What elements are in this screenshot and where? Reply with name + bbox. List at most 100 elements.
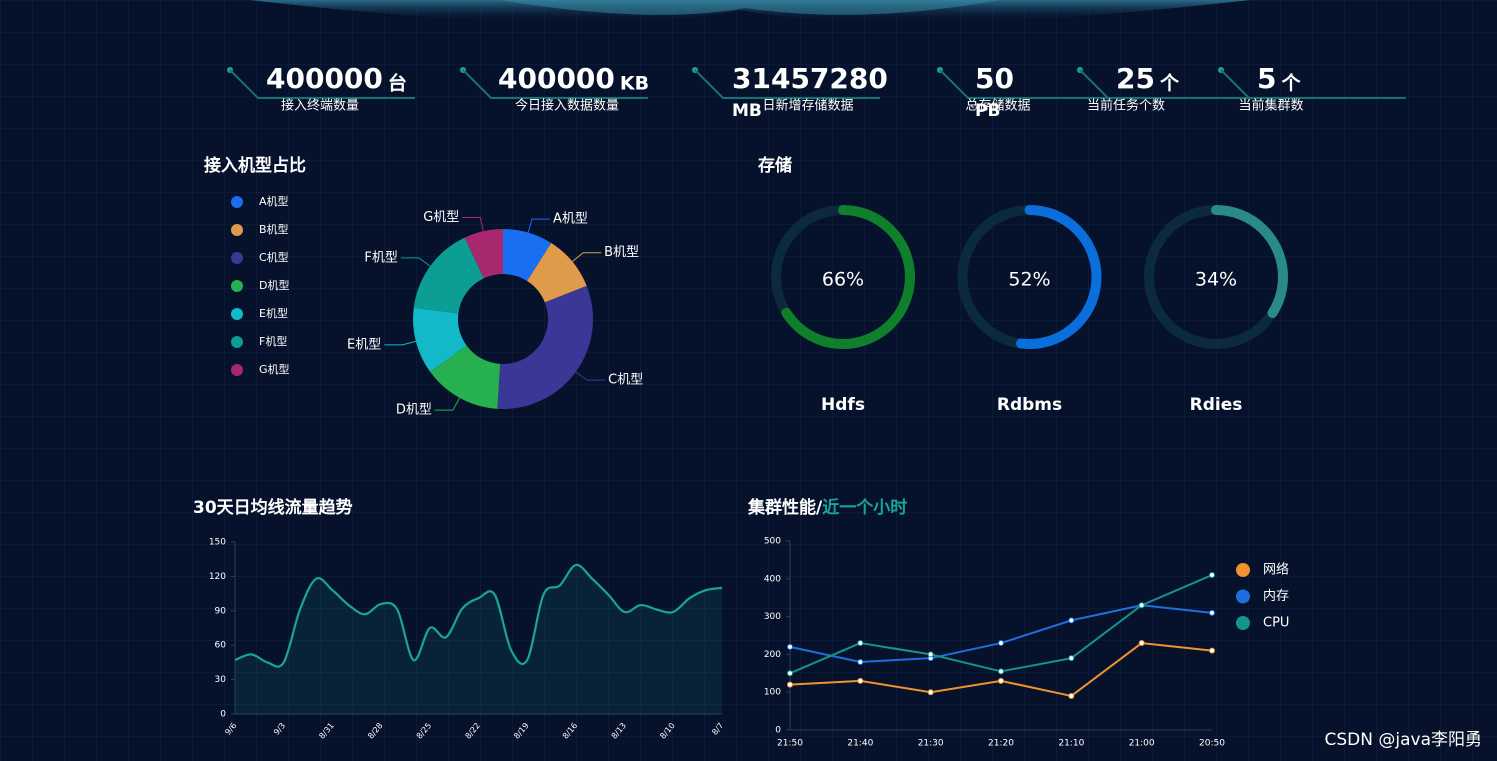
y-tick-label: 60 bbox=[215, 641, 227, 651]
title-sub: 近一个小时 bbox=[822, 497, 907, 518]
stat-value: 25 bbox=[1116, 62, 1155, 95]
line bbox=[234, 563, 723, 668]
stat-line bbox=[1220, 69, 1406, 99]
pie-slice bbox=[527, 243, 587, 303]
x-tick-label: 21:40 bbox=[847, 739, 873, 749]
legend-label: B机型 bbox=[259, 222, 289, 236]
gauge-arc bbox=[1144, 205, 1288, 349]
legend-marker bbox=[1236, 589, 1250, 604]
y-tick-label: 0 bbox=[775, 726, 781, 736]
slice-label: C机型 bbox=[608, 373, 643, 388]
legend-label: 网络 bbox=[1263, 562, 1289, 578]
point bbox=[1068, 692, 1075, 699]
point bbox=[857, 640, 864, 647]
point bbox=[927, 651, 934, 658]
point bbox=[857, 677, 864, 684]
point bbox=[1068, 655, 1075, 662]
gauge-value: 34% bbox=[1195, 269, 1237, 291]
y-tick-label: 200 bbox=[764, 650, 781, 660]
point bbox=[1209, 572, 1215, 579]
panel-title: 集群性能/近一个小时 bbox=[747, 497, 907, 518]
point bbox=[787, 670, 793, 677]
legend-marker bbox=[231, 224, 243, 236]
gauge-arc bbox=[957, 205, 1102, 349]
pie-slice bbox=[413, 237, 484, 314]
slice-label: E机型 bbox=[347, 337, 381, 352]
slice-label: G机型 bbox=[423, 210, 459, 225]
legend-label: 内存 bbox=[1263, 588, 1289, 604]
label-line bbox=[434, 397, 461, 411]
stat-line bbox=[462, 69, 648, 99]
gauge-value: 52% bbox=[1008, 269, 1050, 291]
legend-marker bbox=[231, 280, 243, 292]
legend-marker bbox=[231, 252, 243, 264]
legend-label: F机型 bbox=[259, 334, 287, 348]
point bbox=[857, 658, 864, 665]
legend-marker bbox=[231, 364, 243, 376]
legend-label: G机型 bbox=[259, 362, 290, 376]
stat-unit: 个 bbox=[1159, 73, 1180, 95]
x-tick-label: 21:00 bbox=[1129, 739, 1155, 749]
stat-value: 400000 bbox=[266, 62, 383, 95]
panel-title: 30天日均线流量趋势 bbox=[193, 497, 353, 518]
stat-label: 当前集群数 bbox=[1238, 98, 1303, 114]
point bbox=[1209, 647, 1215, 654]
y-tick-label: 300 bbox=[764, 612, 781, 622]
stat-label: 当前任务个数 bbox=[1087, 98, 1165, 114]
slice-label: B机型 bbox=[604, 245, 639, 260]
x-tick-label: 21:50 bbox=[777, 739, 803, 749]
point bbox=[1209, 609, 1215, 616]
stat-label: 接入终端数量 bbox=[281, 98, 359, 114]
label-line bbox=[572, 252, 602, 263]
legend-marker bbox=[231, 196, 243, 208]
pie-slice bbox=[503, 229, 552, 282]
y-tick-label: 150 bbox=[209, 538, 226, 548]
label-line bbox=[527, 218, 551, 233]
stat-unit: MB bbox=[732, 101, 762, 121]
point bbox=[998, 668, 1004, 675]
y-tick-label: 90 bbox=[215, 606, 227, 616]
point bbox=[787, 681, 793, 688]
y-tick-label: 30 bbox=[215, 675, 227, 685]
legend-marker bbox=[1236, 563, 1250, 577]
legend-label: A机型 bbox=[259, 194, 289, 208]
point bbox=[998, 677, 1004, 684]
legend-label: C机型 bbox=[259, 250, 289, 264]
point bbox=[1068, 617, 1075, 624]
stat-unit: KB bbox=[620, 73, 649, 95]
top-decoration bbox=[500, 0, 1000, 15]
stat-value: 50 bbox=[975, 62, 1014, 95]
y-tick-label: 100 bbox=[764, 688, 781, 698]
panel-title: 存储 bbox=[758, 155, 792, 176]
legend-marker bbox=[1236, 616, 1250, 630]
legend-label: CPU bbox=[1263, 616, 1289, 631]
point bbox=[927, 689, 934, 696]
stat-line bbox=[1079, 69, 1265, 99]
watermark: CSDN @java李阳勇 bbox=[1325, 730, 1483, 750]
slice-label: F机型 bbox=[364, 250, 397, 265]
gauge-name: Rdbms bbox=[997, 395, 1062, 415]
point bbox=[787, 643, 793, 650]
y-tick-label: 120 bbox=[209, 572, 226, 582]
y-tick-label: 400 bbox=[764, 574, 781, 584]
label-line bbox=[462, 217, 484, 232]
label-line bbox=[384, 340, 416, 346]
legend-marker bbox=[231, 336, 243, 348]
legend-label: E机型 bbox=[259, 306, 288, 320]
stat-value: 5 bbox=[1257, 62, 1276, 95]
pie-slice bbox=[430, 345, 501, 409]
stat-unit: 台 bbox=[388, 72, 407, 95]
slice-label: D机型 bbox=[396, 403, 432, 418]
slice-label: A机型 bbox=[553, 212, 588, 227]
stat-line bbox=[229, 69, 415, 99]
stat-unit: 个 bbox=[1280, 73, 1301, 95]
top-decoration bbox=[250, 0, 1250, 23]
stat-label: 日新增存储数据 bbox=[762, 98, 853, 114]
x-tick-label: 20:50 bbox=[1199, 739, 1225, 749]
point bbox=[1138, 640, 1145, 647]
point bbox=[998, 640, 1004, 647]
panel-title: 接入机型占比 bbox=[204, 155, 306, 176]
pie-slice bbox=[464, 229, 503, 279]
stat-label: 总存储数据 bbox=[965, 99, 1030, 114]
